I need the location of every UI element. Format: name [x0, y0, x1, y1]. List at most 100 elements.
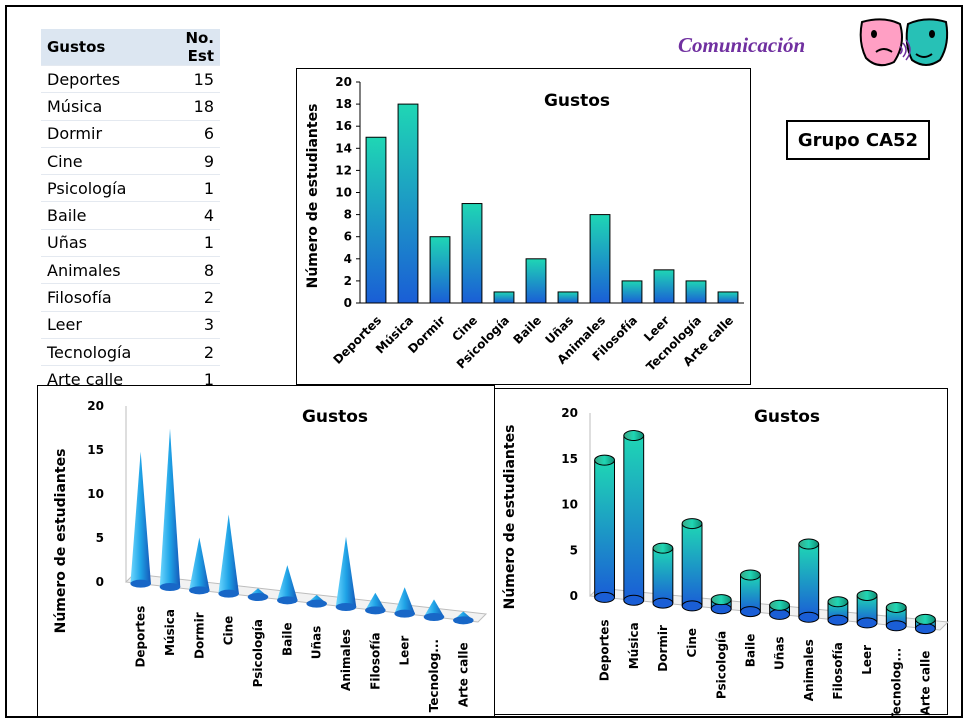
x-tick-label: Leer	[398, 636, 412, 666]
slide-frame	[5, 5, 963, 718]
cylinder-bar	[682, 523, 702, 606]
cylinder-base	[769, 608, 791, 620]
cone-bar	[365, 592, 386, 611]
table-cell-gusto: Tecnología	[41, 338, 148, 367]
cylinder-top	[623, 430, 645, 442]
y-tick-label: 5	[570, 543, 578, 557]
y-tick-label: 15	[87, 443, 104, 457]
table-cell-count: 1	[148, 229, 220, 258]
cylinder-base	[827, 614, 849, 626]
cylinder-top	[710, 594, 732, 606]
y-tick-label: 0	[344, 296, 352, 310]
cylinder-bar	[857, 595, 877, 623]
bar	[365, 136, 387, 304]
x-tick-label: Uñas	[310, 626, 324, 660]
cylinder-bar	[623, 435, 644, 601]
x-tick-label: Baile	[280, 622, 294, 656]
x-tick-label: Filosofía	[831, 642, 845, 700]
x-tick-label: Arte calle	[456, 642, 470, 707]
bar	[685, 280, 707, 304]
x-tick-label: Cine	[685, 628, 699, 658]
cylinder-top	[798, 538, 820, 550]
table-cell-gusto: Música	[41, 92, 148, 121]
y-tick-label: 20	[87, 399, 104, 413]
x-tick-label: Filosofía	[368, 632, 382, 690]
table-cell-gusto: Leer	[41, 311, 148, 339]
cylinder-bar	[798, 544, 819, 618]
cylinder-top	[594, 454, 616, 466]
table-cell-gusto: Dormir	[41, 120, 148, 148]
table-row: Música 18	[41, 92, 220, 121]
cylinder-top	[827, 596, 849, 608]
table-cell-gusto: Uñas	[41, 229, 148, 258]
y-axis-label: Número de estudiantes	[53, 449, 69, 634]
cylinder-top	[740, 569, 761, 581]
table-cell-count: 3	[148, 311, 220, 339]
group-label: Grupo CA52	[786, 120, 930, 160]
bar-chart: Gustos Número de estudiantes 0 2 4 6 8 10 12 14 16…	[296, 68, 751, 385]
table-cell-gusto: Psicología	[41, 174, 148, 203]
cone-base	[130, 579, 151, 588]
cone-bar	[423, 599, 445, 617]
cone-base	[277, 596, 298, 605]
chart-title: Gustos	[544, 91, 610, 111]
cylinder-bar	[653, 548, 673, 604]
cone-bar	[159, 428, 181, 587]
bar	[557, 291, 579, 304]
y-axis-label: Número de estudiantes	[502, 425, 518, 610]
table-row: Psicología 1	[41, 174, 220, 203]
x-tick-label: Música	[163, 609, 177, 656]
table-row: Dormir 6	[41, 120, 220, 148]
cylinder-chart: Gustos Número de estudiantes 0 5 10 15 20 Depor…	[494, 388, 949, 716]
cone-base	[365, 606, 386, 615]
cylinder-base	[623, 594, 645, 606]
cylinder-base	[681, 600, 703, 612]
x-tick-label: Tecnolog...	[889, 648, 903, 716]
y-tick-label: 14	[335, 141, 352, 155]
x-tick-label: Dormir	[192, 612, 206, 659]
table-cell-count: 15	[148, 65, 220, 94]
table-cell-count: 1	[148, 174, 220, 203]
table-row: Leer 3	[41, 311, 220, 339]
bar	[589, 214, 611, 304]
cone-base	[159, 583, 181, 591]
y-axis-label: Número de estudiantes	[305, 104, 321, 289]
x-tick-label: Dormir	[656, 625, 670, 672]
bar	[621, 280, 643, 304]
cone-bar	[218, 514, 239, 594]
bar	[653, 269, 675, 304]
y-tick-label: 20	[561, 406, 578, 420]
x-tick-label: Baile	[510, 313, 544, 347]
cone-base	[189, 586, 210, 595]
cone-base	[394, 609, 415, 618]
x-tick-label: Psicología	[251, 619, 265, 687]
y-tick-label: 16	[335, 119, 352, 133]
header-gustos: Gustos	[41, 29, 148, 66]
data-table: Gustos No. Est Deportes 15 Música 18 Dormir 6…	[41, 29, 220, 394]
x-tick-label: Deportes	[330, 313, 384, 367]
bar	[397, 103, 419, 304]
y-tick-label: 12	[335, 163, 352, 177]
y-tick-label: 10	[87, 487, 104, 501]
y-tick-label: 0	[570, 589, 578, 603]
x-tick-label: Tecnolog...	[427, 639, 441, 712]
y-tick-label: 0	[96, 575, 104, 589]
x-tick-label: Cine	[222, 616, 236, 646]
cone-base	[423, 613, 445, 621]
x-tick-label: Uñas	[773, 636, 787, 670]
cone-bar	[335, 536, 357, 607]
table-cell-count: 9	[148, 147, 220, 176]
x-tick-label: Arte calle	[918, 651, 932, 716]
table-row: Animales 8	[41, 256, 220, 285]
x-tick-label: Leer	[860, 645, 874, 675]
bar	[717, 291, 739, 304]
cone-base	[247, 593, 269, 601]
cone-bar	[394, 587, 415, 614]
cylinder-base	[915, 623, 936, 635]
chart-title: Gustos	[302, 407, 368, 427]
table-row: Tecnología 2	[41, 338, 220, 367]
table-cell-count: 8	[148, 256, 220, 285]
y-tick-label: 10	[561, 498, 578, 512]
cone-bar	[130, 451, 151, 584]
table-header-row: Gustos No. Est	[41, 29, 220, 66]
